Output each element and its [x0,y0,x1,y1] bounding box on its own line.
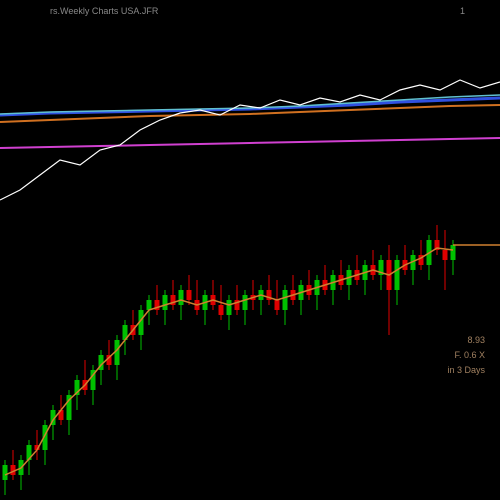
chart-title: rs.Weekly Charts USA.JFR [50,6,158,16]
days-value: in 3 Days [447,365,485,375]
price-value: 8.93 [467,335,485,345]
chart-period: 1 [460,6,465,16]
factor-value: F. 0.6 X [454,350,485,360]
chart-canvas [0,0,500,500]
stock-chart: rs.Weekly Charts USA.JFR 1 8.93 F. 0.6 X… [0,0,500,500]
